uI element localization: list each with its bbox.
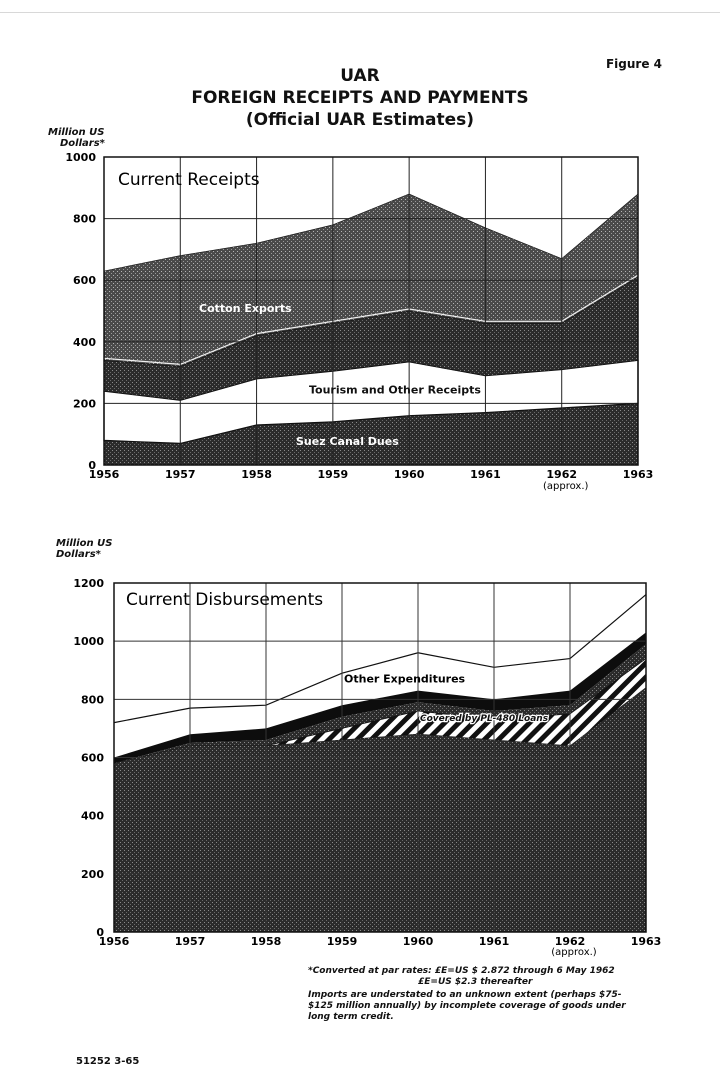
receipts-plot-frame [103, 156, 639, 466]
disb-xtick-1961: 1961 [479, 935, 510, 948]
title-line-2: FOREIGN RECEIPTS AND PAYMENTS [191, 88, 529, 108]
receipts-ytick-200: 200 [73, 397, 96, 410]
disb-ytick-600: 600 [81, 752, 104, 765]
footnote-line-4: $125 million annually) by incomplete cov… [308, 1001, 626, 1011]
receipts-xtick-1956: 1956 [89, 468, 120, 481]
title-line-1: UAR [340, 66, 380, 86]
receipts-xtick-1960: 1960 [394, 468, 425, 481]
disb-ytick-800: 800 [81, 693, 104, 706]
receipts-ytick-0: 0 [88, 459, 96, 472]
receipts-ytick-600: 600 [73, 274, 96, 287]
footnote-line-2: £E=US $2.3 thereafter [418, 977, 533, 987]
disb-label-other-expenditures: Other Expenditures [344, 672, 466, 685]
footnote-line-5: long term credit. [308, 1012, 394, 1022]
receipts-xtick-1963: 1963 [623, 468, 654, 481]
disb-area-base [114, 687, 646, 932]
footnote-line-3: Imports are understated to an unknown ex… [308, 990, 622, 1000]
receipts-xtick-sublabel-1962: (approx.) [543, 481, 589, 492]
disb-xtick-1963: 1963 [631, 935, 662, 948]
disb-xtick-1958: 1958 [251, 935, 282, 948]
receipts-label-cotton-exports: Cotton Exports [199, 302, 292, 315]
receipts-xtick-1961: 1961 [470, 468, 501, 481]
top-rule [0, 12, 720, 13]
disb-annotation-pl480: Covered by PL-480 Loans [420, 714, 549, 724]
disb-ytick-0: 0 [96, 926, 104, 939]
receipts-xtick-1958: 1958 [241, 468, 272, 481]
receipts-xtick-1962: 1962 [546, 468, 577, 481]
disb-xtick-1957: 1957 [175, 935, 206, 948]
disb-xtick-1959: 1959 [327, 935, 358, 948]
receipts-band-edge [103, 274, 639, 366]
disb-chart-title: Current Disbursements [126, 590, 323, 610]
receipts-ylabel: Million US Dollars* [48, 127, 105, 149]
disbursements-ylabel: Million US Dollars* [56, 538, 112, 560]
disb-area-other-expenditures [114, 594, 646, 758]
disb-xtick-1960: 1960 [403, 935, 434, 948]
disbursements-ylabel-line-2: Dollars* [56, 549, 101, 560]
receipts-ytick-400: 400 [73, 336, 96, 349]
disb-xtick-sublabel-1962: (approx.) [551, 947, 597, 958]
disb-ytick-400: 400 [81, 810, 104, 823]
document-number: 51252 3-65 [76, 1056, 140, 1067]
disbursements-chart: 0 200 400 600 800 1000 1200 1956 1957 1958 1959 196… [73, 577, 662, 958]
receipts-ylabel-line-1: Million US [48, 127, 105, 138]
receipts-chart: 0 200 400 600 800 1000 1956 1957 1958 1959 1960 196… [65, 151, 654, 492]
disb-area-black-band [114, 632, 646, 764]
disb-xtick-1962: 1962 [555, 935, 586, 948]
footnote-line-1: *Converted at par rates: £E=US $ 2.872 t… [308, 966, 615, 976]
receipts-ylabel-line-2: Dollars* [60, 138, 105, 149]
disb-ytick-1200: 1200 [73, 577, 104, 590]
receipts-ytick-800: 800 [73, 213, 96, 226]
receipts-ytick-1000: 1000 [65, 151, 96, 164]
receipts-xtick-1959: 1959 [318, 468, 349, 481]
disb-plot-frame [113, 582, 647, 933]
receipts-label-suez-canal-dues: Suez Canal Dues [296, 435, 399, 448]
receipts-xtick-1957: 1957 [165, 468, 196, 481]
disb-line-other-expenditures [113, 594, 647, 724]
receipts-chart-title: Current Receipts [118, 170, 260, 190]
disb-ytick-1000: 1000 [73, 635, 104, 648]
figure-label: Figure 4 [605, 57, 662, 71]
disb-ytick-200: 200 [81, 868, 104, 881]
receipts-label-tourism-other: Tourism and Other Receipts [309, 384, 481, 397]
title-line-3: (Official UAR Estimates) [245, 110, 475, 130]
disbursements-ylabel-line-1: Million US [56, 538, 113, 549]
footnote: *Converted at par rates: £E=US $ 2.872 t… [308, 966, 648, 1023]
disb-xtick-1956: 1956 [99, 935, 130, 948]
